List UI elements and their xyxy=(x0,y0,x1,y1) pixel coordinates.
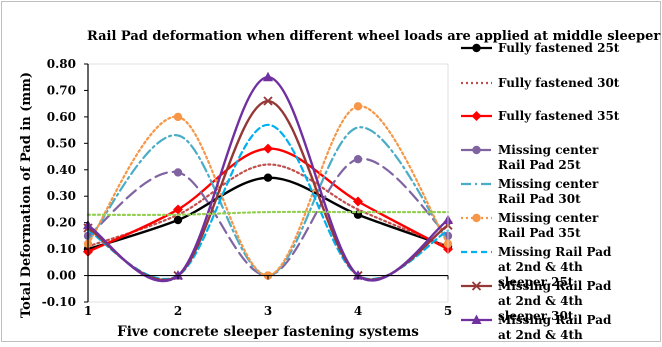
series-marker xyxy=(471,111,482,121)
series-marker xyxy=(471,281,482,291)
legend-label: Fully fastened 25t xyxy=(498,41,620,55)
legend-item: Missing Rail Pad at 2nd & 4th sleeper 30t xyxy=(461,279,612,323)
y-tick-label: 0.10 xyxy=(47,242,76,256)
y-tick-label: 0.30 xyxy=(47,189,76,203)
series-marker xyxy=(353,102,363,111)
x-tick-label: 4 xyxy=(354,304,362,318)
legend-label: Missing center Rail Pad 35t xyxy=(498,211,599,240)
legend-item: Missing center Rail Pad 25t xyxy=(461,143,599,172)
x-tick-label: 5 xyxy=(444,304,452,318)
legend-label: Fully fastened 30t xyxy=(498,76,620,90)
x-axis-label: Five concrete sleeper fastening systems xyxy=(117,324,419,340)
y-tick-label: 0.00 xyxy=(47,269,76,283)
series-marker xyxy=(472,43,481,53)
legend: Fully fastened 25t Fully fastened 30t Full… xyxy=(461,41,620,347)
y-tick-label: 0.20 xyxy=(47,216,76,230)
series-marker xyxy=(173,168,183,177)
series-line xyxy=(86,210,450,217)
series-marker xyxy=(263,173,273,182)
title-layer: Rail Pad deformation when different whee… xyxy=(87,29,660,44)
series-marker xyxy=(173,112,183,122)
y-tick-label: 0.70 xyxy=(47,83,76,97)
series-marker xyxy=(173,204,183,215)
y-tick-label: 0.80 xyxy=(47,57,76,71)
x-tick-label: 3 xyxy=(264,304,272,318)
legend-item: Fully fastened 30t xyxy=(461,76,620,90)
series-marker xyxy=(472,213,481,223)
series-marker xyxy=(471,314,482,324)
legend-item: Missing center Rail Pad 35t xyxy=(461,211,599,240)
y-axis-label: Total Deformation of Pad in (mm) xyxy=(19,72,34,318)
legend-label: Missing Rail Pad at 2nd & 4th sleeper 30t xyxy=(498,279,612,323)
y-tick-label: 0.40 xyxy=(47,163,76,177)
series-marker xyxy=(353,270,363,280)
chart-title: Rail Pad deformation when different whee… xyxy=(87,29,660,44)
legend-item: Fully fastened 25t xyxy=(461,41,620,55)
y-tick-label: 0.60 xyxy=(47,110,76,124)
legend-label: Missing center Rail Pad 30t xyxy=(498,177,599,206)
series-1 xyxy=(86,163,450,248)
series-marker xyxy=(263,96,273,106)
legend-label: Missing Rail Pad at 2nd & 4th sleeper 25t xyxy=(498,245,612,289)
series-marker xyxy=(263,71,273,82)
x-tick-label: 2 xyxy=(174,304,182,318)
series-marker xyxy=(472,145,481,155)
series-line xyxy=(86,163,450,248)
chart-outer-border xyxy=(1,1,661,342)
axis-layer: -0.10 0.00 0.10 0.20 0.30 0.40 0.50 0.60 0.70 0.8… xyxy=(42,57,452,318)
legend-item: Missing center Rail Pad 30t xyxy=(461,177,599,206)
series-marker xyxy=(353,196,363,207)
series-marker xyxy=(173,270,183,280)
x-tick-label: 1 xyxy=(84,304,92,318)
series-marker xyxy=(263,143,273,154)
y-tick-label: 0.50 xyxy=(47,136,76,150)
series-9 xyxy=(86,210,450,217)
legend-item: Fully fastened 35t xyxy=(461,109,620,123)
y-tick-label: -0.10 xyxy=(42,295,76,309)
legend-label: Missing center Rail Pad 25t xyxy=(498,143,599,172)
series-marker xyxy=(173,215,183,225)
series-marker xyxy=(353,155,363,164)
legend-label: Fully fastened 35t xyxy=(498,109,620,123)
legend-item: Missing Rail Pad at 2nd & 4th sleeper 25t xyxy=(461,245,612,289)
